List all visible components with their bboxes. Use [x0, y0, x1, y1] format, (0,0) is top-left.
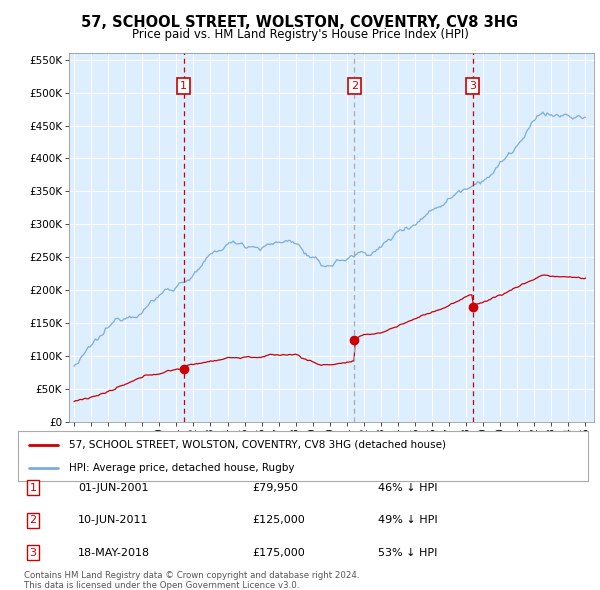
Text: £79,950: £79,950 [252, 483, 298, 493]
Text: Price paid vs. HM Land Registry's House Price Index (HPI): Price paid vs. HM Land Registry's House … [131, 28, 469, 41]
Text: 18-MAY-2018: 18-MAY-2018 [78, 548, 150, 558]
Text: 3: 3 [469, 81, 476, 91]
Text: HPI: Average price, detached house, Rugby: HPI: Average price, detached house, Rugb… [70, 463, 295, 473]
Text: 2: 2 [351, 81, 358, 91]
Text: 01-JUN-2001: 01-JUN-2001 [78, 483, 149, 493]
Text: £125,000: £125,000 [252, 516, 305, 525]
Text: This data is licensed under the Open Government Licence v3.0.: This data is licensed under the Open Gov… [24, 581, 299, 589]
Text: 2: 2 [29, 516, 37, 525]
Text: 57, SCHOOL STREET, WOLSTON, COVENTRY, CV8 3HG (detached house): 57, SCHOOL STREET, WOLSTON, COVENTRY, CV… [70, 440, 446, 450]
Text: 10-JUN-2011: 10-JUN-2011 [78, 516, 149, 525]
Text: 1: 1 [29, 483, 37, 493]
Text: Contains HM Land Registry data © Crown copyright and database right 2024.: Contains HM Land Registry data © Crown c… [24, 571, 359, 580]
Text: 3: 3 [29, 548, 37, 558]
Text: 1: 1 [180, 81, 187, 91]
Text: 57, SCHOOL STREET, WOLSTON, COVENTRY, CV8 3HG: 57, SCHOOL STREET, WOLSTON, COVENTRY, CV… [82, 15, 518, 30]
Text: 49% ↓ HPI: 49% ↓ HPI [378, 516, 437, 525]
Text: £175,000: £175,000 [252, 548, 305, 558]
Text: 53% ↓ HPI: 53% ↓ HPI [378, 548, 437, 558]
Text: 46% ↓ HPI: 46% ↓ HPI [378, 483, 437, 493]
